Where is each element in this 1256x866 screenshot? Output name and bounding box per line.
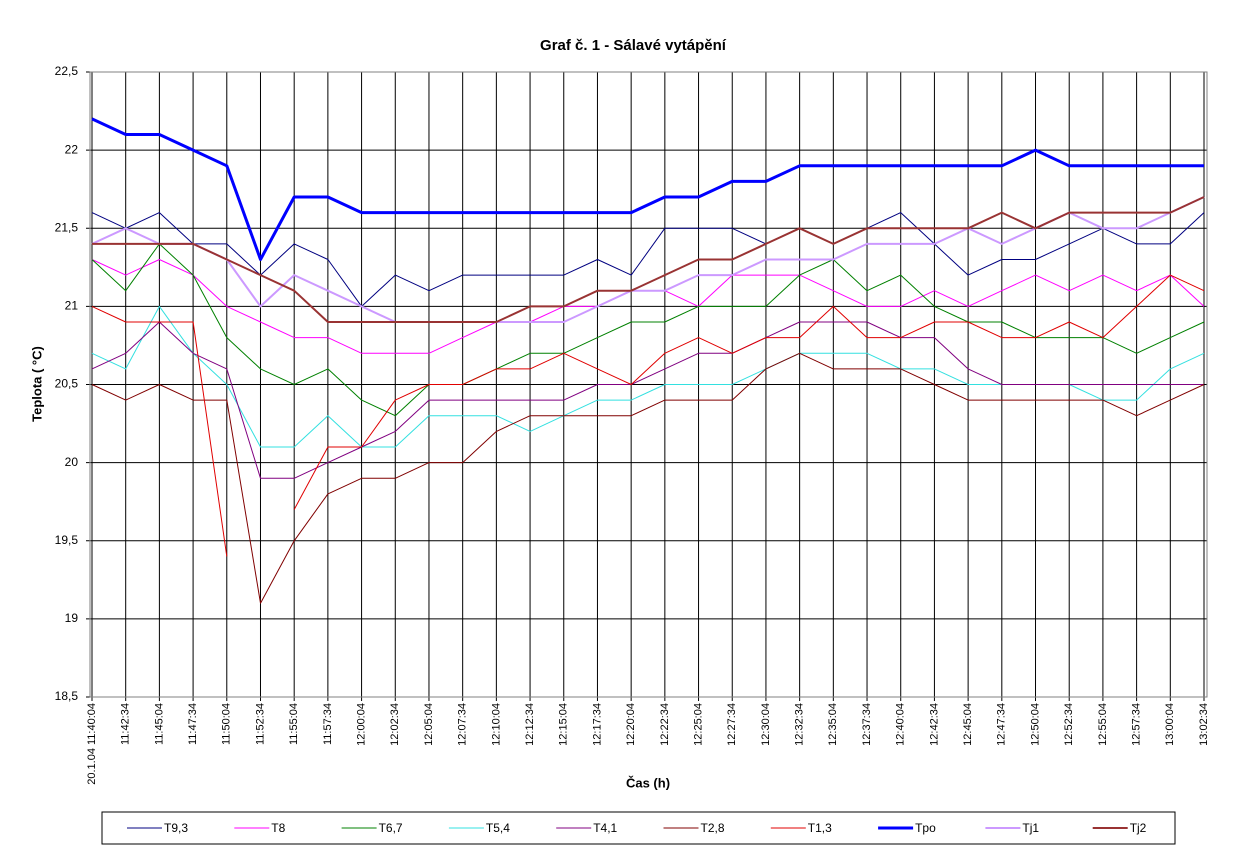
legend-label: T8 [271,821,285,835]
series-line [91,117,1204,261]
x-tick-label: 13:00:04 [1164,703,1176,746]
x-tick-label: 12:22:34 [659,703,671,746]
legend-box [101,811,1176,845]
x-tick-label: 11:50:04 [221,703,233,745]
x-tick-label: 12:35:04 [827,703,839,746]
legend-label: T5,4 [486,821,510,835]
legend-label: T2,8 [701,821,725,835]
x-tick-label: 12:02:34 [389,703,401,746]
legend-label: T4,1 [593,821,617,835]
series-line [91,196,1205,323]
x-tick-label: 11:45:04 [153,703,165,745]
plot-frame [89,71,1208,698]
series-line [91,243,1205,417]
x-tick-label: 11:57:34 [322,703,334,745]
x-tick-label: 12:37:34 [861,703,873,746]
x-tick-label: 12:27:34 [726,703,738,746]
y-tick-label: 20 [65,455,79,469]
x-tick-label: 11:42:34 [120,703,132,745]
y-tick-label: 22,5 [55,64,79,78]
series-line [91,212,1205,307]
x-tick-label: 20.1.04 11:40:04 [86,703,98,785]
x-tick-label: 12:55:04 [1097,703,1109,746]
x-tick-label: 12:17:34 [591,703,603,746]
x-tick-label: 12:40:04 [895,703,907,746]
x-tick-label: 12:47:34 [996,703,1008,746]
series-line [91,274,1205,557]
x-tick-label: 12:52:34 [1063,703,1075,746]
chart-title: Graf č. 1 - Sálavé vytápění [540,37,727,54]
x-axis-title: Čas (h) [626,775,670,790]
y-tick-label: 19 [65,611,79,625]
series-line [91,321,1204,479]
x-tick-label: 12:30:04 [760,703,772,746]
legend-label: T9,3 [164,821,188,835]
x-tick-label: 12:42:34 [928,703,940,746]
x-tick-label: 12:07:34 [457,703,469,746]
x-tick-label: 12:57:34 [1131,703,1143,746]
x-tick-label: 12:32:34 [794,703,806,746]
legend-label: T6,7 [379,821,403,835]
x-tick-label: 12:25:04 [692,703,704,746]
x-tick-label: 11:52:34 [254,703,266,745]
x-tick-label: 12:20:04 [625,703,637,746]
x-tick-label: 12:15:04 [558,703,570,746]
y-tick-label: 20,5 [55,377,79,391]
x-tick-label: 12:05:04 [423,703,435,746]
x-tick-label: 12:10:04 [490,703,502,746]
x-tick-label: 11:47:34 [187,703,199,745]
series-line [91,352,1205,604]
legend-label: Tj2 [1130,821,1147,835]
y-tick-label: 22 [65,142,79,156]
x-tick-label: 13:02:34 [1198,703,1210,746]
y-tick-label: 18,5 [55,689,79,703]
series-line [92,196,1205,323]
x-tick-label: 12:12:34 [524,703,536,746]
legend-label: T1,3 [808,821,832,835]
y-tick-label: 19,5 [55,533,79,547]
x-tick-label: 12:45:04 [962,703,974,746]
y-axis-title: Teplota ( °C) [29,346,44,422]
x-tick-label: 12:50:04 [1029,703,1041,746]
legend-label: Tpo [915,821,936,835]
y-tick-label: 21,5 [55,220,79,234]
x-tick-label: 11:55:04 [288,703,300,745]
x-tick-label: 12:00:04 [355,703,367,746]
y-tick-label: 21 [65,299,79,313]
legend-label: Tj1 [1022,821,1039,835]
